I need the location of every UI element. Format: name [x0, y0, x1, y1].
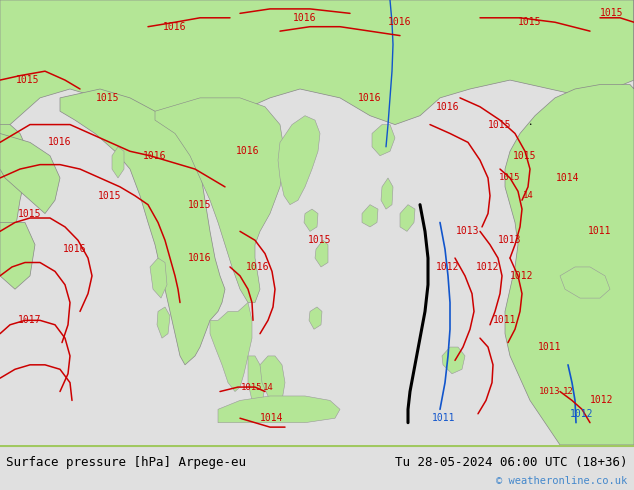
Text: © weatheronline.co.uk: © weatheronline.co.uk	[496, 476, 628, 487]
Text: 1016: 1016	[236, 147, 260, 156]
Text: 14: 14	[522, 191, 533, 200]
Polygon shape	[210, 302, 252, 392]
Polygon shape	[248, 356, 265, 409]
Text: 1015: 1015	[499, 173, 521, 182]
Text: 1015: 1015	[96, 93, 120, 103]
Text: 1015: 1015	[308, 235, 332, 245]
Polygon shape	[505, 0, 634, 445]
Polygon shape	[155, 98, 285, 302]
Polygon shape	[442, 347, 465, 374]
Polygon shape	[372, 124, 395, 156]
Text: 1013: 1013	[498, 235, 522, 245]
Text: 1012: 1012	[510, 271, 534, 281]
Text: 1015: 1015	[518, 17, 541, 27]
Text: 1016: 1016	[436, 102, 460, 112]
Text: 12: 12	[562, 387, 573, 396]
Text: 1016: 1016	[63, 244, 87, 254]
Text: 1016: 1016	[358, 93, 382, 103]
Text: 1011: 1011	[493, 316, 517, 325]
Text: 1012: 1012	[476, 262, 500, 272]
Text: 1013: 1013	[540, 387, 560, 396]
Polygon shape	[381, 178, 393, 209]
Polygon shape	[309, 307, 322, 329]
Polygon shape	[0, 222, 35, 289]
Text: 1015: 1015	[600, 8, 624, 18]
Polygon shape	[0, 124, 30, 245]
Text: 1011: 1011	[432, 413, 456, 423]
Polygon shape	[0, 0, 634, 133]
Text: 1016: 1016	[246, 262, 269, 272]
Text: 14: 14	[262, 383, 273, 392]
Text: 1015: 1015	[242, 383, 262, 392]
Text: 1013: 1013	[456, 226, 480, 236]
Text: 1016: 1016	[48, 137, 72, 147]
Text: 1015: 1015	[188, 199, 212, 210]
Text: 1016: 1016	[163, 22, 187, 32]
Polygon shape	[315, 240, 328, 267]
Polygon shape	[362, 205, 378, 227]
Polygon shape	[278, 116, 320, 205]
Text: Tu 28-05-2024 06:00 UTC (18+36): Tu 28-05-2024 06:00 UTC (18+36)	[395, 457, 628, 469]
Text: 1016: 1016	[143, 151, 167, 161]
Polygon shape	[157, 307, 170, 338]
Text: 1012: 1012	[436, 262, 460, 272]
Text: 1015: 1015	[18, 209, 42, 219]
Polygon shape	[560, 267, 610, 298]
Text: 1014: 1014	[556, 173, 579, 183]
Text: 1012: 1012	[590, 395, 614, 405]
Text: 1017: 1017	[18, 316, 42, 325]
Text: 1015: 1015	[98, 191, 122, 201]
Text: 1016: 1016	[294, 13, 317, 23]
Text: •: •	[528, 122, 532, 127]
Text: 1015: 1015	[488, 120, 512, 129]
Text: 1015: 1015	[16, 75, 40, 85]
Text: 1014: 1014	[260, 413, 284, 423]
Text: 1011: 1011	[538, 342, 562, 352]
Polygon shape	[60, 89, 225, 365]
Polygon shape	[218, 396, 340, 423]
Text: 1011: 1011	[588, 226, 612, 236]
Text: 1016: 1016	[388, 17, 411, 27]
Polygon shape	[260, 356, 285, 405]
Polygon shape	[304, 209, 318, 231]
Polygon shape	[0, 133, 60, 214]
Text: 1012: 1012	[570, 409, 594, 419]
Polygon shape	[112, 147, 124, 178]
Polygon shape	[400, 205, 415, 231]
Text: 1016: 1016	[188, 253, 212, 263]
Polygon shape	[150, 258, 167, 298]
Text: 1015: 1015	[514, 151, 537, 161]
Text: Surface pressure [hPa] Arpege-eu: Surface pressure [hPa] Arpege-eu	[6, 457, 247, 469]
